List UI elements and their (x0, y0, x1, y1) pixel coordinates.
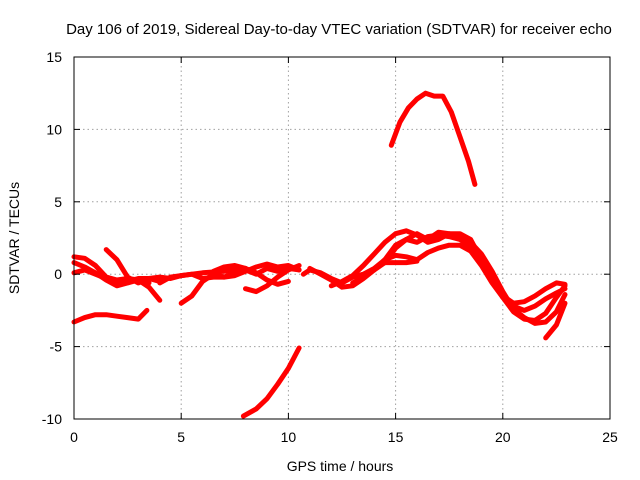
y-tick-label: 10 (46, 121, 62, 137)
series-line-trace-7 (157, 261, 302, 286)
plot-frame (73, 56, 611, 420)
series-line-trace-15 (543, 300, 568, 341)
series-line-trace-14 (382, 258, 420, 266)
axis-ticks: 0 5 10 15 20 25 -10 -5 0 5 10 15 (42, 49, 618, 445)
x-tick-label: 0 (70, 429, 78, 445)
y-tick-label: -10 (42, 411, 62, 427)
y-tick-label: -5 (50, 339, 63, 355)
y-tick-label: 0 (54, 266, 62, 282)
series-line-trace-5 (71, 307, 150, 325)
x-tick-label: 15 (388, 429, 404, 445)
series-line-trace-8 (210, 263, 291, 287)
series-line-trace-4 (103, 247, 163, 286)
series-line-trace-13 (328, 228, 568, 306)
y-tick-label: 15 (46, 49, 62, 65)
series-line-trace-17 (240, 345, 302, 419)
series-line-trace-9 (243, 263, 302, 295)
x-tick-label: 5 (177, 429, 185, 445)
series-line-trace-12 (350, 229, 568, 326)
chart-title: Day 106 of 2019, Sidereal Day-to-day VTE… (66, 21, 612, 38)
x-tick-label: 10 (281, 429, 297, 445)
y-axis-label: SDTVAR / TECUs (6, 182, 22, 294)
series-line-trace-16 (388, 90, 478, 187)
y-tick-label: 5 (54, 194, 62, 210)
x-tick-label: 20 (495, 429, 511, 445)
series-group (71, 90, 568, 419)
x-axis-label: GPS time / hours (287, 458, 394, 474)
x-tick-label: 25 (602, 429, 618, 445)
